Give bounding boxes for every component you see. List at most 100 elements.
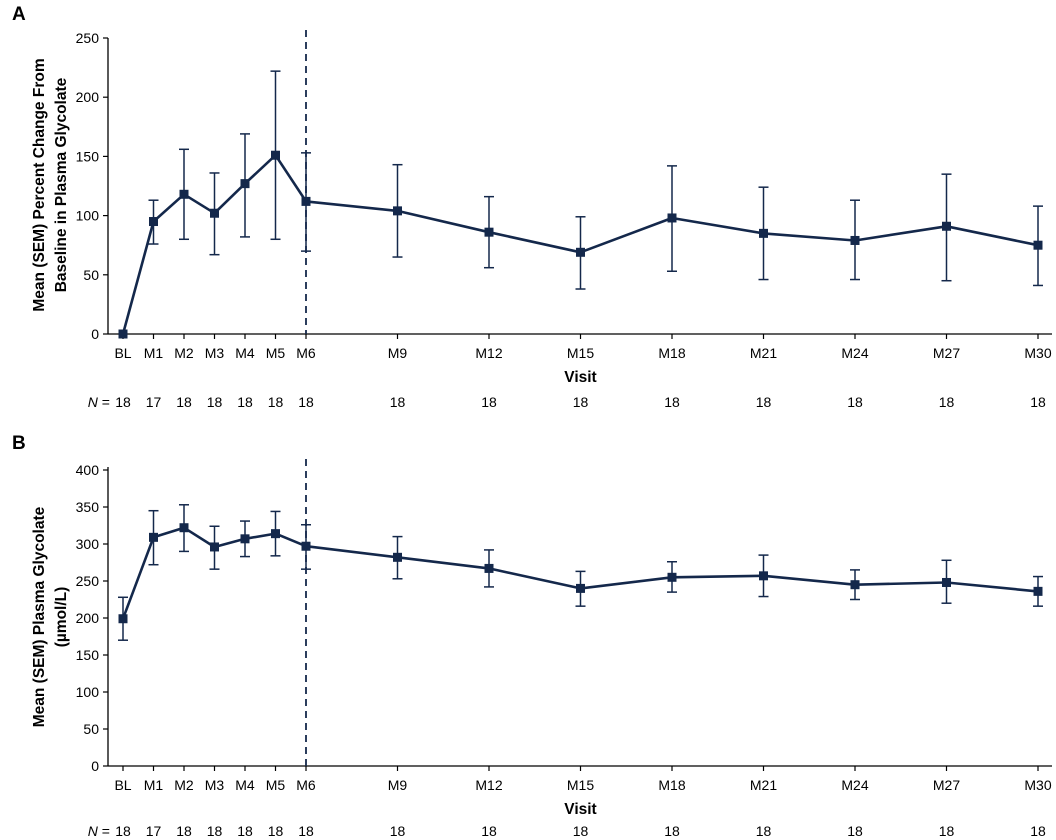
x-tick-label: M6: [296, 777, 316, 793]
data-point: [942, 221, 951, 231]
x-axis-label: Visit: [564, 369, 596, 386]
n-count: 18: [268, 823, 284, 839]
x-tick-label: M9: [388, 777, 408, 793]
n-count: 18: [115, 823, 131, 839]
x-tick-label: M18: [658, 777, 685, 793]
n-count: 18: [207, 394, 223, 410]
data-point: [118, 614, 128, 624]
data-point: [240, 534, 250, 544]
x-tick-label: M4: [235, 345, 255, 361]
x-tick-label: M30: [1024, 777, 1051, 793]
panel-label: B: [12, 433, 26, 454]
n-count: 18: [268, 394, 284, 410]
y-tick-label: 150: [76, 647, 100, 663]
data-point: [759, 571, 768, 581]
data-point: [576, 247, 585, 257]
y-tick-label: 100: [76, 208, 100, 224]
data-point: [667, 213, 677, 223]
n-count: 18: [298, 394, 314, 410]
data-point: [149, 532, 158, 542]
n-count: 18: [115, 394, 131, 410]
y-axis-label-line: Mean (SEM) Plasma Glycolate: [31, 506, 48, 727]
x-tick-label: M24: [841, 777, 868, 793]
data-point: [1033, 240, 1043, 250]
n-count: 18: [176, 823, 192, 839]
panel-label: A: [12, 4, 26, 25]
x-tick-label: BL: [114, 777, 131, 793]
n-count: 18: [481, 394, 497, 410]
data-point: [667, 572, 677, 582]
data-point: [484, 227, 494, 237]
x-tick-label: M2: [174, 345, 194, 361]
x-tick-label: M3: [205, 345, 225, 361]
x-tick-label: M6: [296, 345, 316, 361]
x-tick-label: M21: [750, 777, 777, 793]
x-tick-label: M15: [567, 777, 594, 793]
n-count: 18: [298, 823, 314, 839]
n-count: 18: [756, 394, 772, 410]
n-count: 18: [1030, 823, 1046, 839]
data-point: [210, 208, 219, 218]
data-point: [393, 552, 402, 562]
n-count: 18: [939, 823, 955, 839]
n-count: 18: [664, 823, 680, 839]
y-axis-label-line: Baseline in Plasma Glycolate: [53, 77, 70, 292]
data-point: [576, 583, 585, 593]
x-tick-label: M1: [144, 777, 164, 793]
data-point: [149, 217, 158, 227]
data-point: [271, 150, 280, 160]
y-tick-label: 300: [76, 536, 100, 552]
x-tick-label: M5: [266, 345, 286, 361]
n-row-label: N =: [88, 394, 110, 410]
n-count: 18: [573, 823, 589, 839]
x-tick-label: M15: [567, 345, 594, 361]
data-point: [240, 179, 250, 189]
x-tick-label: M2: [174, 777, 194, 793]
y-tick-label: 200: [76, 610, 100, 626]
data-point: [118, 329, 128, 339]
data-point: [179, 523, 189, 533]
n-equals: =: [98, 394, 110, 410]
n-count: 18: [664, 394, 680, 410]
data-point: [393, 206, 402, 216]
x-tick-label: M18: [658, 345, 685, 361]
x-tick-label: M27: [933, 777, 960, 793]
n-count: 18: [847, 823, 863, 839]
x-tick-label: M21: [750, 345, 777, 361]
x-tick-label: M24: [841, 345, 868, 361]
data-point: [179, 189, 189, 199]
y-axis-label-line: (µmol/L): [53, 587, 70, 648]
n-count: 18: [756, 823, 772, 839]
panel-a: A Mean (SEM) Percent Change From Baseline …: [12, 4, 1052, 410]
n-count: 18: [390, 823, 406, 839]
y-tick-label: 0: [91, 758, 99, 774]
n-count: 18: [481, 823, 497, 839]
n-count: 18: [1030, 394, 1046, 410]
n-symbol: N: [88, 394, 99, 410]
n-count: 18: [207, 823, 223, 839]
y-tick-label: 250: [76, 573, 100, 589]
n-count: 17: [146, 823, 162, 839]
y-tick-label: 0: [91, 326, 99, 342]
x-tick-label: M1: [144, 345, 164, 361]
panel-b: B Mean (SEM) Plasma Glycolate (µmol/L) 0 50 1…: [12, 433, 1052, 839]
n-symbol: N: [88, 823, 99, 839]
x-tick-label: M12: [475, 345, 502, 361]
data-point: [850, 235, 860, 245]
x-tick-label: M3: [205, 777, 225, 793]
y-tick-label: 150: [76, 148, 100, 164]
n-count: 18: [390, 394, 406, 410]
x-tick-label: M4: [235, 777, 255, 793]
n-count: 18: [847, 394, 863, 410]
n-count: 18: [237, 394, 253, 410]
data-point: [271, 529, 280, 539]
n-equals: =: [98, 823, 110, 839]
x-tick-label: M27: [933, 345, 960, 361]
data-point: [301, 541, 311, 551]
y-tick-label: 400: [76, 462, 100, 478]
x-axis-label: Visit: [564, 801, 596, 818]
data-point: [942, 577, 951, 587]
data-point: [850, 580, 860, 590]
data-point: [301, 196, 311, 206]
